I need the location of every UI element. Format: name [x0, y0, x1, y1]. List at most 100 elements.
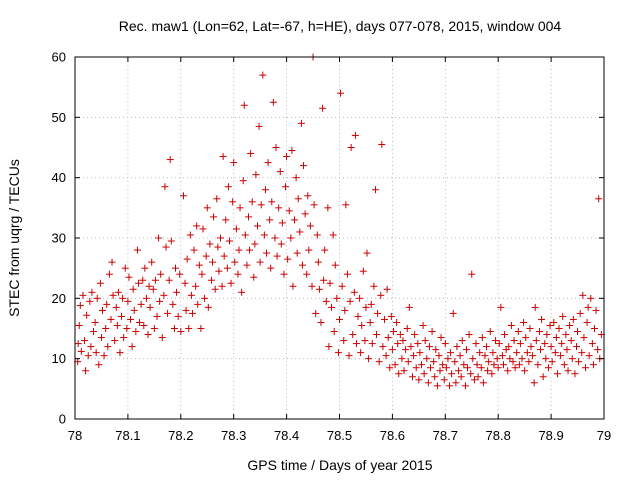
data-point — [77, 347, 85, 355]
data-point — [402, 346, 410, 354]
data-point — [317, 318, 325, 326]
data-point — [187, 291, 195, 299]
y-tick-label: 20 — [52, 291, 66, 306]
data-point — [105, 270, 113, 278]
data-point — [84, 352, 92, 360]
data-point — [544, 364, 552, 372]
data-point — [489, 349, 497, 357]
data-point — [223, 264, 231, 272]
y-tick-label: 60 — [52, 50, 66, 65]
data-point — [76, 302, 84, 310]
data-point — [541, 340, 549, 348]
data-point — [99, 306, 107, 314]
y-tick-label: 0 — [59, 412, 66, 427]
data-point — [104, 343, 112, 351]
data-point — [343, 270, 351, 278]
data-point — [483, 343, 491, 351]
data-point — [504, 367, 512, 375]
data-point — [375, 358, 383, 366]
data-point — [433, 382, 441, 390]
data-point — [269, 98, 277, 106]
data-point — [214, 243, 222, 251]
data-point — [395, 370, 403, 378]
data-point — [142, 294, 150, 302]
data-point — [199, 225, 207, 233]
data-point — [455, 367, 463, 375]
data-point — [589, 361, 597, 369]
data-point — [345, 352, 353, 360]
data-point — [162, 243, 170, 251]
data-point — [576, 309, 584, 317]
data-point — [361, 337, 369, 345]
data-point — [321, 246, 329, 254]
data-point — [167, 237, 175, 245]
data-point — [283, 153, 291, 161]
data-point — [437, 334, 445, 342]
data-point — [469, 355, 477, 363]
data-point — [457, 373, 465, 381]
data-point — [563, 346, 571, 354]
data-point — [137, 300, 145, 308]
data-point — [127, 315, 135, 323]
data-point — [95, 361, 103, 369]
x-tick-label: 79 — [597, 428, 611, 443]
data-point — [276, 168, 284, 176]
data-point — [328, 303, 336, 311]
data-point — [473, 361, 481, 369]
data-point — [562, 331, 570, 339]
data-point — [151, 276, 159, 284]
data-point — [96, 279, 104, 287]
data-point — [388, 346, 396, 354]
data-point — [436, 367, 444, 375]
data-point — [149, 285, 157, 293]
data-point — [266, 216, 274, 224]
plot-frame — [74, 56, 605, 420]
data-point — [399, 337, 407, 345]
data-point — [87, 343, 95, 351]
data-point — [222, 216, 230, 224]
data-point — [558, 340, 566, 348]
data-point — [448, 370, 456, 378]
data-point — [215, 267, 223, 275]
data-point — [447, 349, 455, 357]
data-point — [182, 306, 190, 314]
data-point — [470, 376, 478, 384]
data-point — [423, 355, 431, 363]
data-point — [595, 195, 603, 203]
data-point — [74, 340, 82, 348]
data-point — [275, 204, 283, 212]
data-point — [248, 198, 256, 206]
data-point — [444, 355, 452, 363]
data-point — [304, 192, 312, 200]
data-point — [156, 297, 164, 305]
data-point — [169, 300, 177, 308]
data-point — [568, 355, 576, 363]
data-point — [124, 297, 132, 305]
data-point — [358, 321, 366, 329]
data-point — [301, 210, 309, 218]
data-point — [298, 261, 306, 269]
data-point — [527, 343, 535, 351]
data-point — [173, 288, 181, 296]
data-point — [305, 246, 313, 254]
data-point — [465, 331, 473, 339]
data-point — [356, 294, 364, 302]
data-point — [116, 349, 124, 357]
y-tick-label: 50 — [52, 110, 66, 125]
data-point — [320, 276, 328, 284]
data-point — [92, 349, 100, 357]
data-point — [342, 201, 350, 209]
data-point — [255, 122, 263, 130]
data-point — [409, 373, 417, 381]
data-point — [197, 325, 205, 332]
data-point — [384, 334, 392, 342]
data-point — [134, 279, 142, 287]
data-point — [551, 349, 559, 357]
y-tick-label: 30 — [52, 231, 66, 246]
x-tick-label: 78 — [68, 428, 82, 443]
data-point — [288, 147, 296, 155]
data-point — [219, 153, 227, 161]
data-point — [510, 337, 518, 345]
data-point — [254, 222, 262, 230]
data-point — [202, 252, 210, 260]
